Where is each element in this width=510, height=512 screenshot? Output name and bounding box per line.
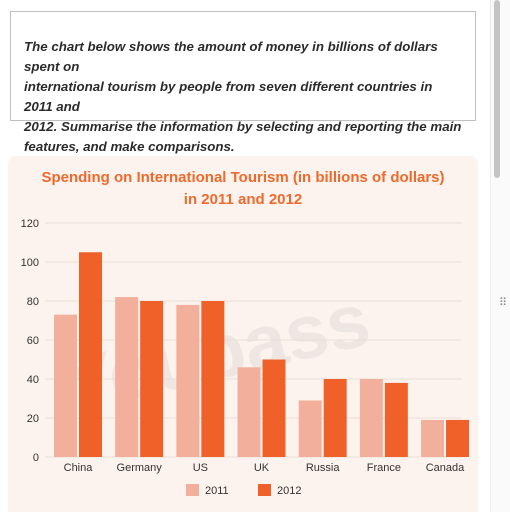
bar-2011-france (359, 379, 383, 457)
bar-2011-china (54, 314, 77, 457)
prompt-line-2: international tourism by people from sev… (24, 79, 433, 114)
bar-2011-us (176, 304, 200, 457)
bar-2012-uk (262, 359, 286, 457)
y-tick-label: 20 (27, 413, 39, 425)
legend-label-2012: 2012 (277, 485, 301, 497)
bar-2011-uk (237, 367, 261, 457)
x-tick-label: UK (254, 462, 270, 474)
bar-2012-china (79, 252, 102, 457)
y-tick-label: 40 (27, 374, 39, 386)
chart-title-line-2: in 2011 and 2012 (183, 191, 303, 208)
y-tick-label: 80 (27, 296, 39, 308)
bar-2012-germany (140, 301, 164, 457)
legend-swatch-2012 (258, 484, 271, 496)
legend: 2011 2012 (186, 484, 301, 497)
x-tick-label: Russia (306, 462, 341, 474)
x-tick-label: US (193, 462, 208, 474)
bar-2011-germany (115, 297, 139, 457)
chart-title: Spending on International Tourism (in bi… (8, 167, 478, 211)
y-tick-label: 60 (27, 335, 39, 347)
bars (54, 252, 470, 457)
prompt-line-4: features, and make comparisons. (24, 139, 235, 154)
prompt-line-1: The chart below shows the amount of mone… (24, 39, 438, 74)
bar-2012-russia (323, 379, 347, 457)
x-tick-label: France (367, 462, 401, 474)
legend-swatch-2011 (186, 484, 199, 496)
y-tick-label: 0 (33, 452, 39, 464)
prompt-line-3: 2012. Summarise the information by selec… (24, 119, 462, 134)
resize-grip-icon[interactable]: ⠿ (499, 297, 508, 309)
y-tick-label: 100 (21, 257, 39, 269)
chart-title-line-1: Spending on International Tourism (in bi… (41, 169, 445, 186)
x-tick-label: Germany (117, 462, 163, 474)
legend-label-2011: 2011 (205, 485, 229, 497)
task-prompt-box: The chart below shows the amount of mone… (10, 11, 476, 154)
scrollbar-thumb[interactable] (494, 0, 500, 178)
bar-2011-russia (298, 400, 322, 457)
y-tick-label: 120 (21, 218, 39, 230)
bar-2012-us (201, 301, 225, 457)
x-tick-label: China (64, 462, 94, 474)
y-axis-ticks: 0 20 40 60 80 100 120 (21, 218, 39, 464)
x-axis-labels: China Germany US UK Russia France Canada (64, 462, 466, 474)
bar-2012-france (384, 382, 408, 457)
task-prompt-text: The chart below shows the amount of mone… (24, 37, 463, 157)
bar-2012-canada (446, 419, 470, 457)
x-tick-label: Canada (426, 462, 465, 474)
bar-2011-canada (421, 419, 445, 457)
